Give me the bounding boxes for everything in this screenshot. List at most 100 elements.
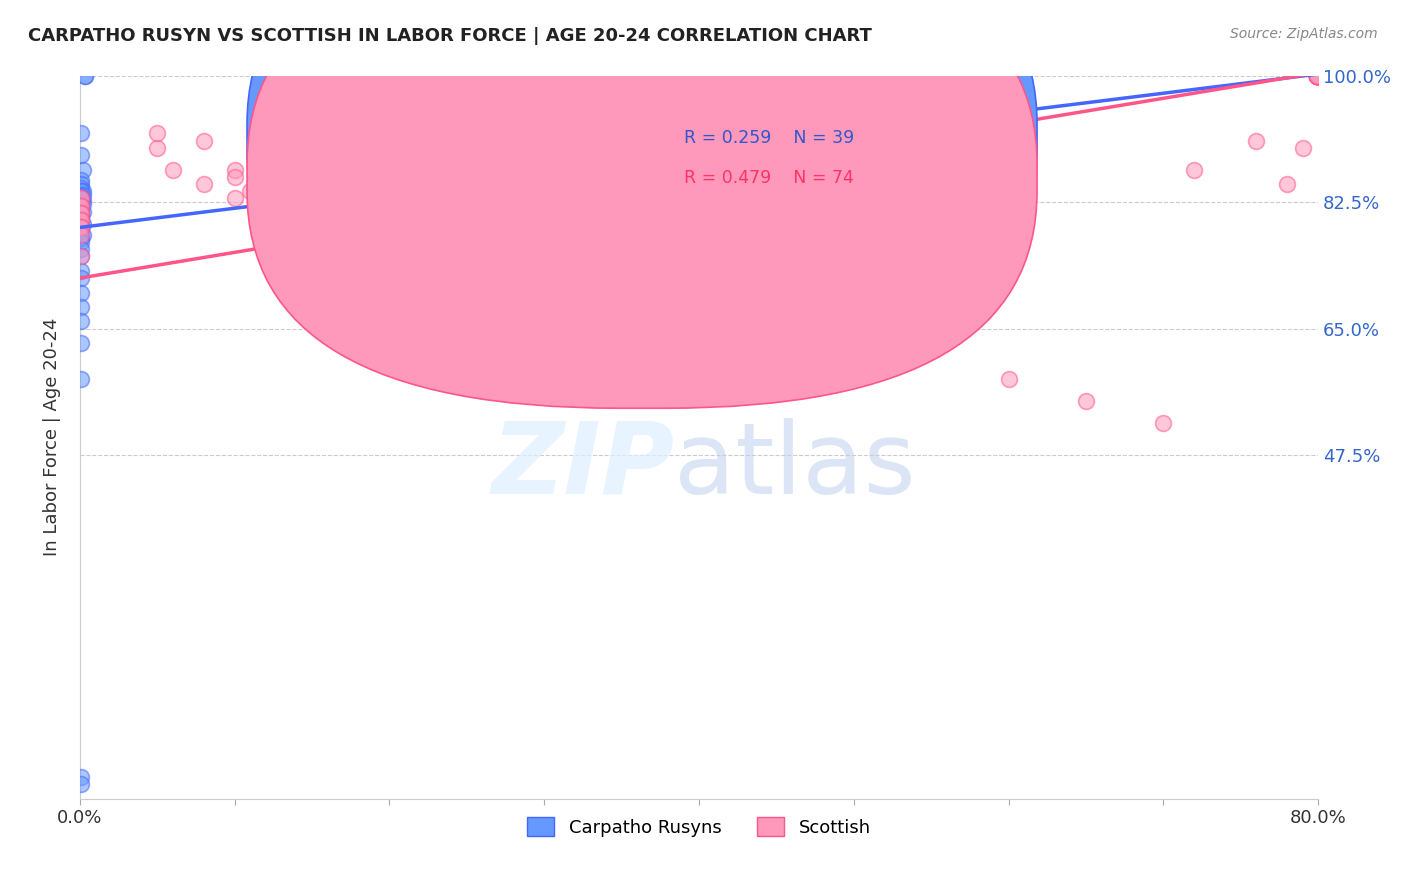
Point [254, 199, 277, 213]
Point [70, 224, 93, 238]
Point [610, 173, 633, 187]
Point [70, 177, 93, 191]
Point [72, 197, 94, 211]
Point [70, 192, 93, 206]
Point [193, 177, 215, 191]
Text: CARPATHO RUSYN VS SCOTTISH IN LABOR FORCE | AGE 20-24 CORRELATION CHART: CARPATHO RUSYN VS SCOTTISH IN LABOR FORC… [28, 27, 872, 45]
Point [1305, 69, 1327, 83]
Point [920, 162, 942, 177]
Point [239, 184, 262, 198]
Point [1305, 69, 1327, 83]
Point [718, 192, 741, 206]
Point [70, 242, 93, 256]
Point [70, 220, 93, 235]
Point [533, 177, 555, 191]
Point [70, 220, 93, 235]
Text: Source: ZipAtlas.com: Source: ZipAtlas.com [1230, 27, 1378, 41]
Point [688, 199, 710, 213]
Point [73, 69, 96, 83]
Point [332, 184, 354, 198]
Point [162, 162, 184, 177]
Point [1305, 69, 1327, 83]
Point [1074, 394, 1097, 409]
Point [70, 202, 93, 217]
Point [70, 210, 93, 224]
Point [456, 162, 478, 177]
Text: R = 0.259    N = 39: R = 0.259 N = 39 [685, 128, 855, 146]
Point [70, 199, 93, 213]
Point [1182, 162, 1205, 177]
Point [456, 199, 478, 213]
Point [1305, 69, 1327, 83]
Point [70, 372, 93, 386]
Point [70, 199, 93, 213]
Point [486, 271, 509, 285]
Point [70, 207, 93, 221]
Point [70, 206, 93, 220]
Text: ZIP: ZIP [491, 417, 675, 515]
Point [1305, 69, 1327, 83]
Point [347, 192, 370, 206]
Point [70, 192, 93, 206]
Point [1244, 134, 1267, 148]
Point [1292, 141, 1315, 155]
Point [270, 184, 292, 198]
Text: R = 0.479    N = 74: R = 0.479 N = 74 [685, 169, 853, 186]
Point [1305, 69, 1327, 83]
Point [70, 314, 93, 328]
Point [72, 204, 94, 219]
Point [70, 213, 93, 227]
Point [1305, 69, 1327, 83]
Point [70, 173, 93, 187]
Y-axis label: In Labor Force | Age 20-24: In Labor Force | Age 20-24 [44, 318, 60, 557]
Point [70, 777, 93, 791]
FancyBboxPatch shape [593, 101, 1015, 213]
Point [72, 227, 94, 242]
Point [301, 177, 323, 191]
Point [72, 162, 94, 177]
Point [486, 173, 509, 187]
Point [146, 141, 169, 155]
Text: atlas: atlas [675, 417, 915, 515]
Point [70, 184, 93, 198]
Point [70, 213, 93, 227]
Point [70, 148, 93, 162]
Point [425, 192, 447, 206]
Point [70, 127, 93, 141]
FancyBboxPatch shape [247, 0, 1038, 409]
Point [564, 213, 586, 227]
Point [70, 227, 93, 242]
Point [1305, 69, 1327, 83]
Point [394, 177, 416, 191]
Point [1305, 69, 1327, 83]
Point [548, 220, 571, 235]
Point [70, 235, 93, 249]
Point [70, 195, 93, 210]
Point [749, 271, 772, 285]
Point [70, 213, 93, 227]
Point [70, 336, 93, 351]
Point [70, 180, 93, 194]
Point [193, 134, 215, 148]
Point [332, 162, 354, 177]
Point [70, 264, 93, 278]
Point [657, 199, 679, 213]
Point [70, 206, 93, 220]
Point [285, 192, 308, 206]
Point [224, 162, 246, 177]
Point [1305, 69, 1327, 83]
Point [70, 192, 93, 206]
Point [1152, 416, 1174, 430]
Point [1305, 69, 1327, 83]
Point [70, 271, 93, 285]
Point [858, 213, 880, 227]
Point [70, 189, 93, 203]
Point [70, 231, 93, 245]
Point [70, 285, 93, 300]
Point [378, 169, 401, 184]
Point [997, 372, 1019, 386]
Point [486, 184, 509, 198]
FancyBboxPatch shape [247, 0, 1038, 368]
Point [842, 249, 865, 263]
Point [70, 199, 93, 213]
